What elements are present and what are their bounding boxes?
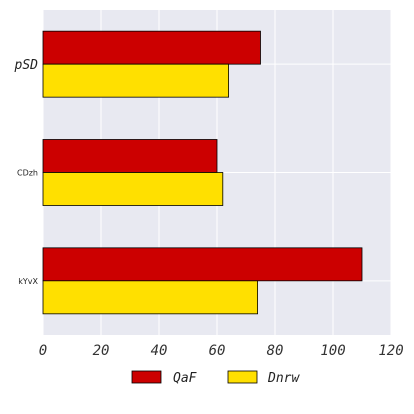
category-labels: pSD CDzh kYvX	[14, 58, 39, 286]
bar-dnrw-psd	[42, 63, 230, 98]
x-tick-label: 80	[267, 343, 284, 359]
bar-dnrw-kyvx	[42, 280, 259, 315]
legend-swatch-qaf	[131, 370, 162, 384]
x-tick-label: 60	[209, 343, 226, 359]
bar-qaf-psd	[42, 30, 261, 65]
x-tick-label: 120	[378, 343, 403, 359]
x-tick-label: 40	[151, 343, 168, 359]
x-tick-label: 100	[320, 343, 345, 359]
legend: QaF Dnrw	[131, 370, 300, 386]
category-label: kYvX	[18, 277, 38, 286]
category-label: CDzh	[17, 169, 38, 178]
x-tick-labels: 0 20 40 60 80 100 120	[39, 343, 404, 359]
legend-swatch-dnrw	[227, 370, 258, 384]
bar-qaf-kyvx	[42, 247, 363, 282]
legend-label-dnrw: Dnrw	[267, 371, 300, 386]
bar-qaf-cdzh	[42, 139, 218, 173]
x-tick-label: 0	[39, 343, 47, 359]
legend-label-qaf: QaF	[173, 371, 198, 386]
bar-dnrw-cdzh	[42, 172, 224, 206]
x-tick-label: 20	[93, 343, 110, 359]
category-label: pSD	[14, 58, 39, 73]
bars	[42, 30, 363, 315]
